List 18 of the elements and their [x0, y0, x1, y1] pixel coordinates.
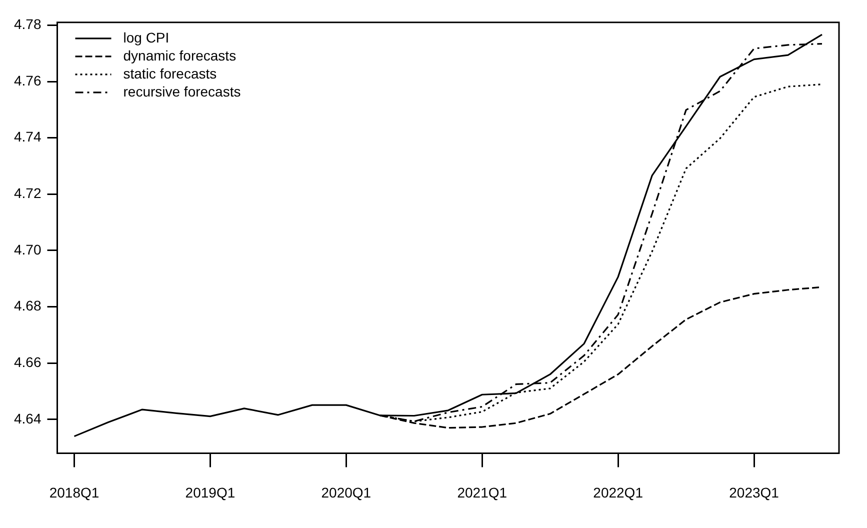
- y-tick-label: 4.70: [14, 241, 42, 258]
- y-tick-label: 4.66: [14, 354, 42, 370]
- y-tick-label: 4.68: [14, 298, 42, 314]
- y-tick-label: 4.78: [14, 16, 42, 32]
- legend-label: recursive forecasts: [123, 83, 241, 100]
- y-tick-label: 4.72: [14, 185, 42, 202]
- y-tick-label: 4.74: [14, 128, 42, 145]
- x-tick-label: 2022Q1: [593, 484, 644, 500]
- legend-label: log CPI: [123, 29, 170, 46]
- legend-label: dynamic forecasts: [123, 47, 236, 64]
- y-tick-label: 4.64: [14, 410, 42, 426]
- x-tick-label: 2021Q1: [457, 484, 508, 500]
- y-tick-label: 4.76: [14, 72, 42, 88]
- legend-label: static forecasts: [123, 65, 217, 82]
- x-tick-label: 2020Q1: [321, 484, 372, 500]
- x-tick-label: 2023Q1: [729, 484, 780, 500]
- x-tick-label: 2019Q1: [185, 484, 236, 500]
- x-tick-label: 2018Q1: [49, 484, 100, 500]
